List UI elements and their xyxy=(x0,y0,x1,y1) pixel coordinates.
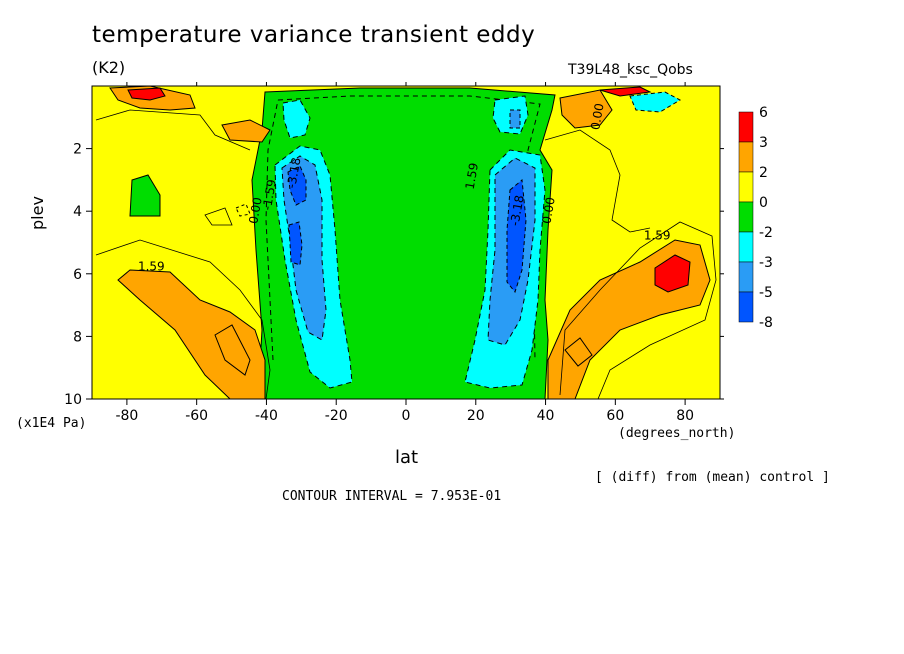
region-right-darkblue xyxy=(506,179,527,294)
colorbar-swatch xyxy=(738,201,754,233)
x-tick-label: -80 xyxy=(115,408,138,424)
region-right-red xyxy=(654,254,691,293)
contour-left-tiny xyxy=(235,203,251,217)
contour-interval-label: CONTOUR INTERVAL = 7.953E-01 xyxy=(282,489,502,504)
contour-label: 1.59 xyxy=(463,162,481,191)
x-tick-label: 60 xyxy=(606,408,624,424)
y-tick-label: 8 xyxy=(73,329,82,345)
colorbar-swatch xyxy=(738,111,754,143)
contour-right-outer xyxy=(559,221,717,399)
colorbar-label: 0 xyxy=(759,195,768,211)
colorbar-swatch xyxy=(738,261,754,293)
colorbar-label: 6 xyxy=(759,105,768,121)
colorbar-label: -3 xyxy=(759,255,773,271)
y-tick-label: 10 xyxy=(64,392,82,408)
region-top-right-red xyxy=(599,86,652,97)
region-left-darkblue-lower xyxy=(288,221,303,266)
region-top-left-red xyxy=(127,87,166,101)
diff-note: [ (diff) from (mean) control ] xyxy=(595,470,830,485)
region-top-right-cyan xyxy=(629,91,682,113)
units-label: (K2) xyxy=(92,58,126,77)
x-tick-label: -40 xyxy=(255,408,278,424)
region-upper-left-cyan xyxy=(282,99,311,139)
contour-labels: 1.59 1.59 1.59 -1.59 -3.18 -3.18 0.00 0.00 0.00 xyxy=(138,102,671,273)
contour-label: 0.00 xyxy=(539,196,557,225)
colorbar-label: 2 xyxy=(759,165,768,181)
region-upper-right-blue xyxy=(509,109,521,129)
run-name-label: T39L48_ksc_Qobs xyxy=(568,62,693,78)
x-tick-label: 20 xyxy=(467,408,485,424)
contour-left-small xyxy=(204,207,233,226)
chart-title: temperature variance transient eddy xyxy=(92,22,536,48)
colorbar-label: -5 xyxy=(759,285,773,301)
colorbar-label: -8 xyxy=(759,315,773,331)
contour-left-orange-inner xyxy=(214,324,251,376)
contour-label: 1.59 xyxy=(138,260,165,274)
x-tick-label: 40 xyxy=(537,408,555,424)
contour-left-outer2 xyxy=(95,109,251,151)
colorbar-swatch xyxy=(738,141,754,173)
region-left-orange-small xyxy=(221,119,271,143)
contour-label: -3.18 xyxy=(508,194,527,227)
x-tick-label: 0 xyxy=(402,408,411,424)
x-tick-label: 80 xyxy=(676,408,694,424)
contour-label: 1.59 xyxy=(644,228,671,242)
contour-label: -3.18 xyxy=(284,156,303,189)
x-axis: -80 -60 -40 -20 0 20 40 60 80 xyxy=(115,82,694,424)
region-left-orange xyxy=(117,269,266,399)
region-left-green xyxy=(129,174,161,217)
colorbar-label: -2 xyxy=(759,225,773,241)
region-left-blue xyxy=(281,155,327,341)
x-tick-label: -20 xyxy=(325,408,348,424)
y-tick-label: 2 xyxy=(73,142,82,158)
colorbar-swatch xyxy=(738,231,754,263)
contour-right-inner xyxy=(564,337,593,367)
y-tick-label: 4 xyxy=(73,204,82,220)
plot-area xyxy=(92,86,720,399)
x-axis-unit: (degrees_north) xyxy=(618,426,736,441)
colorbar-swatch xyxy=(738,171,754,203)
y-axis-unit: (x1E4 Pa) xyxy=(16,416,87,431)
colorbar: 6 3 2 0 -2 -3 -5 -8 xyxy=(738,105,773,331)
x-tick-label: -60 xyxy=(185,408,208,424)
contour-label: 0.00 xyxy=(588,102,606,131)
x-axis-label: lat xyxy=(395,447,419,468)
contour-label: 0.00 xyxy=(246,196,264,225)
contour-right-outer2 xyxy=(544,129,651,233)
colorbar-swatch xyxy=(738,291,754,323)
colorbar-label: 3 xyxy=(759,135,768,151)
region-left-darkblue xyxy=(287,165,307,206)
contour-left-outer xyxy=(95,239,271,399)
contour-label: -1.59 xyxy=(260,178,279,211)
y-axis: 2 4 6 8 10 xyxy=(64,142,724,408)
y-tick-label: 6 xyxy=(73,267,82,283)
